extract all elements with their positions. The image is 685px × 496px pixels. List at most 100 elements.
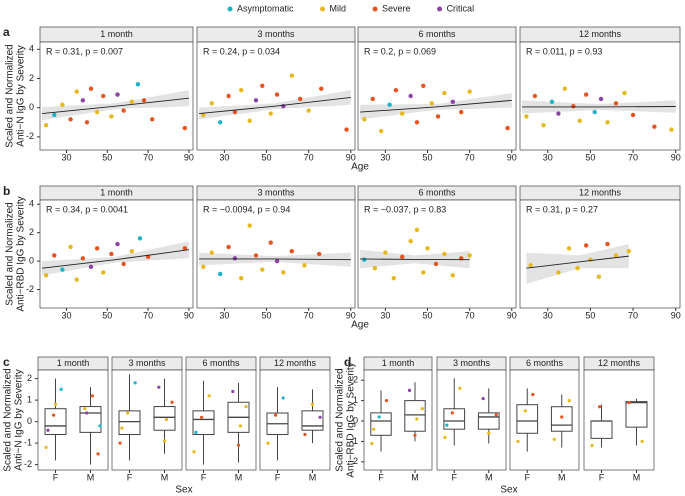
y-tick-label: 0 <box>353 415 358 425</box>
facet-title: 1 month <box>57 358 90 368</box>
y-tick-label: 0 <box>29 102 34 112</box>
facet-title: 6 months <box>202 358 240 368</box>
data-point <box>445 423 449 427</box>
data-point <box>435 114 441 119</box>
facet-title: 12 months <box>598 358 641 368</box>
x-tick-label: 70 <box>304 152 314 162</box>
data-point <box>306 108 311 113</box>
y-tick-label: 1 <box>353 395 358 405</box>
data-point <box>268 111 273 116</box>
data-point <box>549 99 555 105</box>
confidence-band <box>526 244 629 284</box>
x-tick-label: 90 <box>507 310 517 320</box>
data-point <box>109 114 114 119</box>
data-point <box>420 407 424 411</box>
data-point <box>652 124 657 129</box>
data-point <box>244 404 248 409</box>
data-point <box>552 437 556 441</box>
data-point <box>274 413 278 417</box>
panel-label: c <box>3 355 10 369</box>
stat-label: R = 0.31, p = 0.007 <box>46 46 123 56</box>
legend-swatch <box>227 6 233 12</box>
data-point <box>421 270 426 275</box>
data-point <box>590 443 594 448</box>
confidence-band <box>42 90 189 121</box>
x-axis-label: Age <box>351 162 369 173</box>
y-axis-label: Anti−N IgG by Severity <box>16 45 27 146</box>
data-point <box>238 424 242 428</box>
data-point <box>182 246 188 251</box>
x-tick-label: 30 <box>62 152 72 162</box>
data-point <box>88 86 94 91</box>
data-point <box>101 93 106 99</box>
x-tick-label: 90 <box>184 310 194 320</box>
x-tick-label: 30 <box>380 152 390 162</box>
box <box>153 406 176 431</box>
data-point <box>467 89 472 94</box>
data-point <box>378 128 384 134</box>
data-point <box>408 93 413 99</box>
data-point <box>60 267 65 272</box>
data-point <box>137 236 143 241</box>
data-point <box>141 98 147 103</box>
facet-title: 1 month <box>100 187 133 197</box>
x-tick-label: M <box>411 472 419 482</box>
data-point <box>98 424 102 428</box>
facet-title: 12 months <box>274 358 317 368</box>
facet-panel <box>357 41 517 151</box>
x-tick-label: 50 <box>262 310 272 320</box>
regression-line <box>199 258 351 261</box>
data-point <box>583 243 589 248</box>
data-point <box>421 83 426 88</box>
x-tick-label: 90 <box>346 310 356 320</box>
box <box>625 401 648 428</box>
data-point <box>52 112 57 118</box>
stat-label: R = 0.011, p = 0.93 <box>526 46 602 56</box>
x-tick-label: 70 <box>465 152 475 162</box>
x-tick-label: 70 <box>628 310 638 320</box>
confidence-band <box>42 241 189 276</box>
x-tick-label: 50 <box>102 310 112 320</box>
y-tick-label: 0 <box>27 416 32 426</box>
y-tick-label: 2 <box>29 73 34 83</box>
data-point <box>170 400 174 404</box>
data-point <box>118 441 122 445</box>
x-tick-label: 30 <box>543 152 553 162</box>
data-point <box>383 250 388 255</box>
regression-line <box>199 97 351 114</box>
x-tick-label: 50 <box>423 310 433 320</box>
facet-panel <box>519 41 681 151</box>
data-point <box>115 241 120 247</box>
data-point <box>260 267 265 272</box>
data-point <box>605 120 610 125</box>
y-axis-label: Anti−RBD IgG by Severity <box>346 362 357 477</box>
data-point <box>362 257 367 262</box>
data-point <box>298 96 303 102</box>
x-tick-label: 30 <box>219 152 229 162</box>
data-point <box>640 439 644 444</box>
x-tick-label: 50 <box>585 310 595 320</box>
data-point <box>90 394 94 398</box>
data-point <box>281 270 286 275</box>
x-tick-label: F <box>599 472 605 482</box>
data-point <box>487 431 491 435</box>
y-axis-label: Scaled and Normalized <box>3 368 14 471</box>
stat-label: R = 0.31, p = 0.27 <box>526 204 598 214</box>
data-point <box>598 96 604 102</box>
box <box>118 410 141 436</box>
data-point <box>164 417 168 422</box>
data-point <box>425 246 430 251</box>
data-point <box>596 274 602 279</box>
confidence-band <box>360 93 512 120</box>
data-point <box>524 114 529 119</box>
data-point <box>209 101 214 106</box>
data-point <box>605 241 610 247</box>
x-tick-label: 70 <box>143 310 153 320</box>
x-tick-label: 90 <box>346 152 356 162</box>
facet-title: 3 months <box>257 187 295 197</box>
panel-label: a <box>3 25 10 39</box>
y-tick-label: 4 <box>29 44 34 54</box>
data-point <box>289 73 294 78</box>
box <box>550 406 573 432</box>
data-point <box>43 273 49 278</box>
